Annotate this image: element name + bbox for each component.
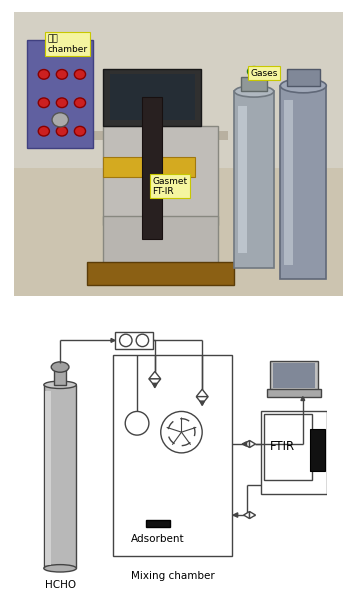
Polygon shape — [200, 401, 205, 406]
Polygon shape — [233, 513, 238, 517]
Bar — [264, 414, 312, 480]
Bar — [146, 520, 170, 527]
Polygon shape — [242, 442, 247, 446]
Ellipse shape — [247, 66, 261, 76]
Text: Gasmet
FT-IR: Gasmet FT-IR — [152, 176, 187, 196]
Polygon shape — [196, 397, 208, 404]
Polygon shape — [152, 384, 157, 388]
Bar — [14, 12, 343, 168]
Bar — [45, 391, 51, 565]
Bar — [110, 75, 195, 120]
Ellipse shape — [44, 565, 76, 572]
Text: HCHO: HCHO — [45, 580, 76, 590]
Bar — [241, 77, 267, 91]
Ellipse shape — [280, 79, 326, 93]
Circle shape — [38, 126, 49, 136]
Text: 흡작
chamber: 흡작 chamber — [47, 34, 87, 54]
Ellipse shape — [51, 362, 69, 372]
Text: Gases: Gases — [251, 69, 278, 78]
Polygon shape — [149, 372, 161, 379]
Bar — [270, 361, 318, 391]
Circle shape — [52, 112, 69, 127]
Polygon shape — [243, 511, 250, 519]
Bar — [142, 97, 162, 239]
Text: FTIR: FTIR — [270, 440, 295, 453]
Bar — [280, 86, 326, 279]
Polygon shape — [111, 339, 115, 342]
Bar — [261, 411, 327, 494]
Polygon shape — [250, 511, 256, 519]
Polygon shape — [243, 440, 250, 448]
Bar — [283, 100, 293, 265]
Bar — [31, 131, 228, 140]
Bar — [103, 69, 201, 126]
Polygon shape — [149, 379, 161, 386]
Bar — [238, 105, 247, 253]
Circle shape — [120, 334, 132, 347]
Circle shape — [161, 411, 202, 453]
Bar — [114, 355, 232, 556]
Text: Adsorbent: Adsorbent — [131, 534, 185, 544]
Bar — [103, 157, 195, 176]
Circle shape — [74, 98, 86, 108]
Polygon shape — [250, 440, 256, 448]
Ellipse shape — [44, 381, 76, 388]
Circle shape — [56, 98, 67, 108]
Bar — [103, 217, 218, 268]
Circle shape — [74, 126, 86, 136]
Bar — [287, 69, 320, 86]
Polygon shape — [196, 390, 208, 397]
Text: Mixing chamber: Mixing chamber — [131, 571, 215, 581]
Bar — [267, 390, 321, 397]
Polygon shape — [301, 397, 305, 400]
Bar — [14, 168, 343, 296]
Circle shape — [74, 69, 86, 79]
Circle shape — [56, 69, 67, 79]
Bar — [27, 40, 93, 148]
Bar — [234, 91, 274, 268]
Circle shape — [38, 69, 49, 79]
Bar — [115, 332, 154, 349]
Circle shape — [56, 126, 67, 136]
Bar — [103, 126, 218, 225]
Circle shape — [125, 411, 149, 435]
Bar — [86, 262, 234, 285]
Bar — [54, 367, 66, 385]
Ellipse shape — [234, 86, 274, 97]
Bar — [310, 429, 325, 471]
Circle shape — [38, 98, 49, 108]
Bar — [44, 385, 76, 568]
Bar — [273, 363, 315, 388]
Circle shape — [136, 334, 149, 347]
